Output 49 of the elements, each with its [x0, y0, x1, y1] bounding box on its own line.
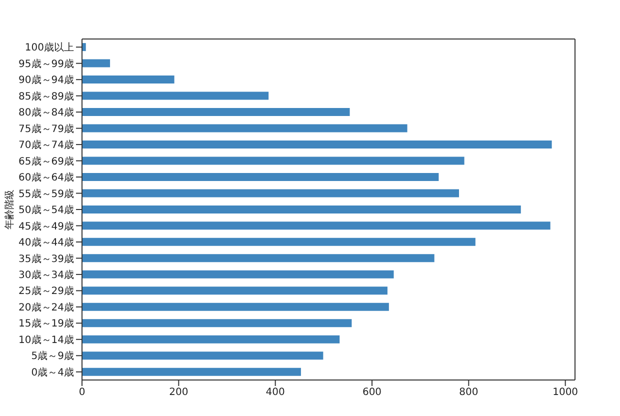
bar	[82, 205, 521, 214]
bar	[82, 254, 434, 262]
bar	[82, 319, 352, 328]
bar	[82, 189, 459, 198]
y-tick-label: 60歳～64歳	[18, 172, 74, 184]
x-tick-label: 200	[169, 387, 188, 398]
bar	[82, 172, 439, 181]
y-tick-label: 0歳～4歳	[31, 366, 74, 378]
bar	[82, 368, 301, 376]
y-tick-label: 30歳～34歳	[18, 269, 74, 281]
y-tick-label: 85歳～89歳	[18, 90, 74, 102]
bar	[82, 270, 394, 278]
bar	[82, 59, 110, 68]
x-tick-label: 1000	[552, 387, 578, 398]
y-axis-title: 年齢階級	[4, 190, 16, 230]
bar	[82, 108, 350, 116]
y-tick-label: 15歳～19歳	[18, 318, 74, 330]
y-tick-label: 20歳～24歳	[18, 301, 74, 314]
bar	[82, 302, 389, 311]
x-tick-label: 600	[362, 387, 382, 398]
bar	[82, 43, 86, 52]
bar	[82, 222, 550, 230]
x-tick-label: 0	[78, 387, 86, 398]
bar	[82, 76, 174, 84]
y-tick-label: 100歳以上	[24, 42, 74, 54]
bar	[82, 156, 464, 165]
y-tick-label: 5歳～9歳	[31, 350, 74, 362]
y-tick-label: 50歳～54歳	[18, 204, 74, 216]
y-tick-label: 75歳～79歳	[18, 122, 74, 135]
bar	[82, 286, 388, 295]
y-tick-label: 55歳～59歳	[18, 188, 74, 200]
bar	[82, 335, 340, 344]
x-tick-label: 400	[266, 387, 285, 398]
bar	[82, 352, 324, 360]
bar	[82, 140, 552, 148]
y-tick-label: 65歳～69歳	[18, 155, 74, 168]
y-tick-label: 10歳～14歳	[18, 334, 74, 346]
y-tick-label: 95歳～99歳	[18, 58, 74, 70]
y-tick-label: 35歳～39歳	[18, 252, 74, 265]
bar	[82, 124, 408, 132]
x-tick-label: 800	[459, 387, 478, 398]
y-tick-label: 80歳～84歳	[18, 106, 74, 119]
y-tick-label: 90歳～94歳	[18, 74, 74, 86]
y-tick-label: 45歳～49歳	[18, 220, 74, 232]
bar	[82, 92, 269, 100]
y-tick-label: 70歳～74歳	[18, 139, 74, 152]
bar	[82, 238, 476, 246]
y-tick-label: 25歳～29歳	[18, 285, 74, 298]
y-tick-label: 40歳～44歳	[18, 236, 74, 249]
